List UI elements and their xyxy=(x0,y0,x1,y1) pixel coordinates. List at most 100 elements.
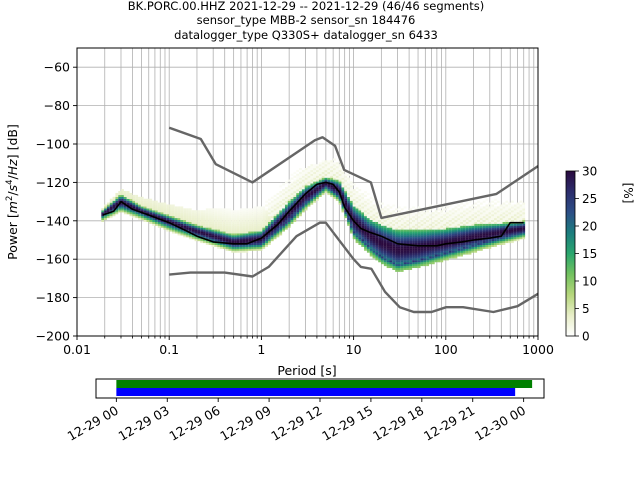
psd-cell xyxy=(225,244,229,247)
psd-cell xyxy=(186,223,189,226)
psd-cell xyxy=(307,202,311,205)
psd-cell xyxy=(268,212,271,215)
psd-cell xyxy=(479,229,483,232)
psd-cell xyxy=(186,219,189,222)
psd-cell xyxy=(146,202,150,205)
psd-cell xyxy=(417,212,421,215)
psd-cell xyxy=(429,239,432,242)
psd-cell xyxy=(383,221,387,224)
psd-cell xyxy=(392,246,396,249)
psd-cell xyxy=(284,212,288,215)
psd-cell xyxy=(259,225,263,228)
psd-cell xyxy=(259,216,263,219)
psd-cell xyxy=(301,189,305,192)
psd-cell xyxy=(310,183,314,186)
psd-cell xyxy=(516,219,520,222)
psd-cell xyxy=(423,239,427,242)
psd-cell xyxy=(431,246,435,249)
psd-cell xyxy=(163,214,167,217)
psd-cell xyxy=(177,229,181,232)
psd-cell xyxy=(276,233,280,236)
psd-cell xyxy=(389,231,393,234)
psd-cell xyxy=(299,200,302,203)
psd-cell xyxy=(485,214,489,217)
psd-cell xyxy=(163,208,167,211)
psd-cell xyxy=(242,208,246,211)
psd-cell xyxy=(304,173,308,176)
psd-cell xyxy=(471,250,475,253)
psd-cell xyxy=(191,216,195,219)
psd-cell xyxy=(355,204,359,207)
psd-cell xyxy=(171,231,175,234)
plot-frame xyxy=(76,47,539,337)
psd-cell xyxy=(234,221,237,224)
psd-cell xyxy=(239,246,243,249)
psd-cell xyxy=(462,235,466,238)
chart-title-line2: sensor_type MBB-2 sensor_sn 184476 xyxy=(197,13,416,27)
psd-cell xyxy=(200,219,203,222)
psd-cell xyxy=(171,212,175,215)
psd-cell xyxy=(121,204,124,207)
psd-cell xyxy=(488,225,492,228)
psd-cell xyxy=(409,242,413,245)
psd-cell xyxy=(392,242,396,245)
psd-cell xyxy=(146,200,150,203)
psd-cell xyxy=(344,185,348,188)
psd-cell xyxy=(123,208,127,211)
psd-cell xyxy=(386,254,390,257)
psd-cell xyxy=(375,240,379,244)
psd-cell xyxy=(290,173,294,176)
psd-cell xyxy=(307,200,311,203)
psd-cell xyxy=(378,219,382,222)
psd-cell xyxy=(437,208,441,211)
psd-cell xyxy=(188,217,192,221)
psd-cell xyxy=(400,223,404,226)
psd-cell xyxy=(446,239,449,242)
psd-cell xyxy=(149,216,153,219)
psd-cell xyxy=(400,244,404,247)
psd-cell xyxy=(287,216,291,219)
psd-cell xyxy=(307,177,311,180)
psd-cell xyxy=(225,240,229,244)
psd-cell xyxy=(443,252,447,255)
psd-cell xyxy=(372,237,376,240)
psd-cell xyxy=(200,231,203,234)
psd-cell xyxy=(440,210,444,213)
psd-cell xyxy=(406,264,410,267)
psd-cell xyxy=(344,214,348,217)
psd-cell xyxy=(397,244,401,247)
psd-cell xyxy=(386,260,390,263)
psd-cell xyxy=(330,166,333,169)
psd-cell xyxy=(448,246,452,249)
psd-cell xyxy=(231,248,235,251)
psd-cell xyxy=(395,240,398,244)
psd-cell xyxy=(214,210,218,213)
psd-cell xyxy=(270,200,274,203)
psd-cell xyxy=(420,254,424,257)
psd-cell xyxy=(434,239,438,242)
psd-cell xyxy=(321,171,325,174)
psd-cell xyxy=(352,210,356,213)
psd-cell xyxy=(482,233,486,236)
psd-cell xyxy=(270,219,274,222)
psd-cell xyxy=(290,214,294,217)
psd-cell xyxy=(361,208,365,211)
psd-cell xyxy=(519,204,523,207)
psd-cell xyxy=(409,216,413,219)
psd-cell xyxy=(471,221,475,224)
psd-cell xyxy=(378,200,382,203)
psd-cell xyxy=(160,223,164,226)
psd-cell xyxy=(372,217,376,221)
psd-cell xyxy=(409,225,413,228)
psd-cell xyxy=(191,217,195,221)
psd-cell xyxy=(460,208,463,211)
psd-cell xyxy=(115,200,119,203)
psd-cell xyxy=(389,217,393,221)
psd-cell xyxy=(214,237,218,240)
psd-cell xyxy=(183,231,187,234)
psd-cell xyxy=(219,223,223,226)
psd-cell xyxy=(333,192,336,196)
psd-cell xyxy=(499,219,503,222)
psd-cell xyxy=(256,242,260,245)
